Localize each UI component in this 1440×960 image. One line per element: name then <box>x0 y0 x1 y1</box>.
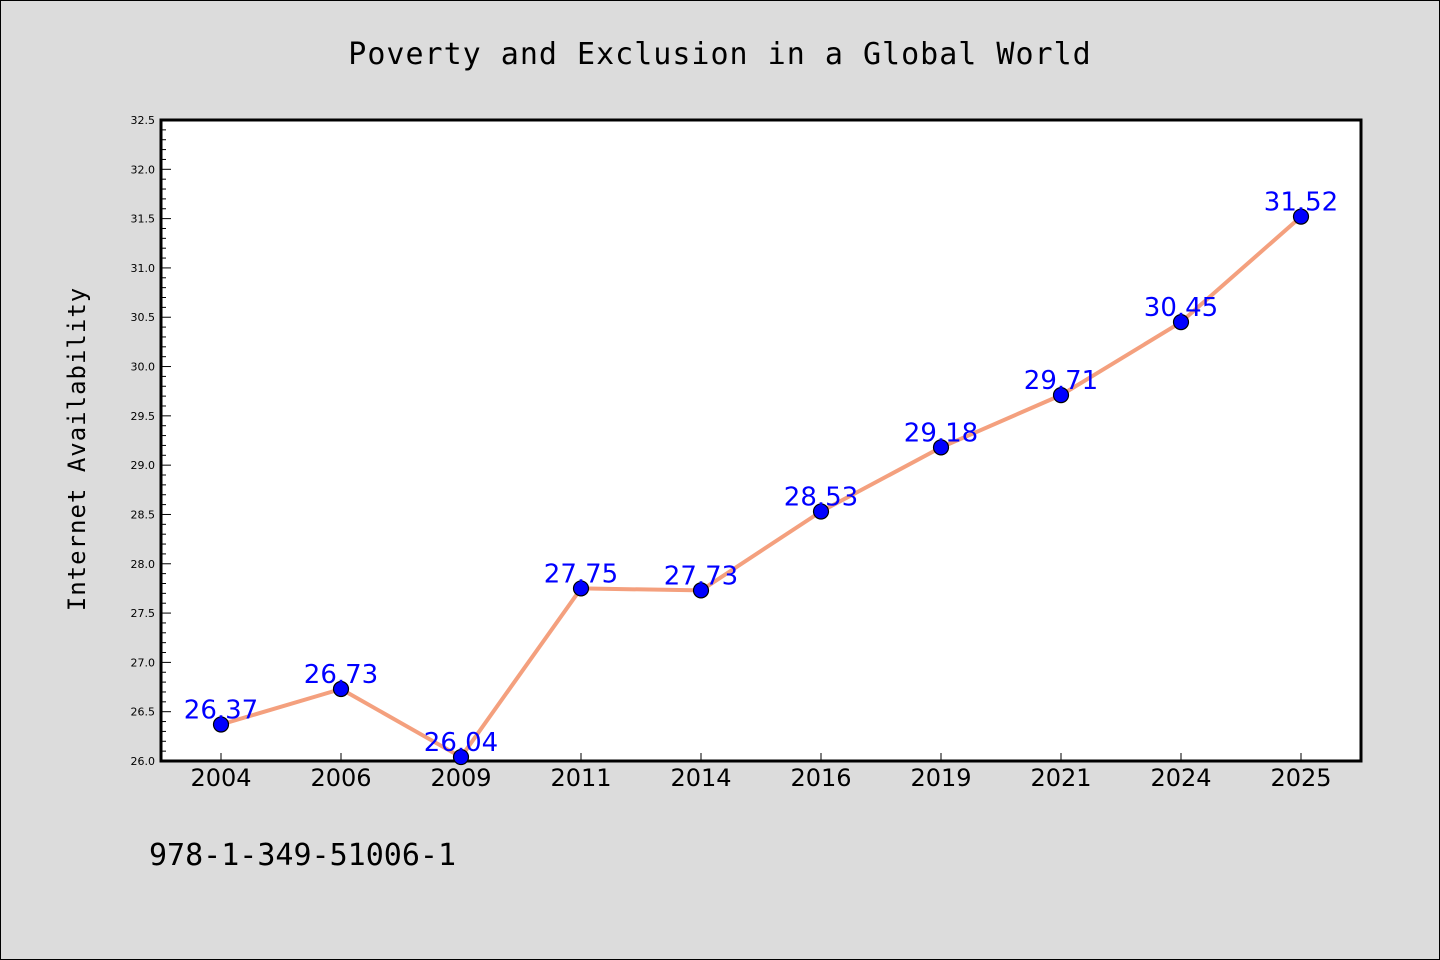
data-markers <box>212 208 1310 766</box>
y-tick-label: 30.0 <box>131 361 156 374</box>
data-point <box>572 580 590 597</box>
y-tick-label: 28.0 <box>131 558 156 571</box>
data-point <box>1052 387 1070 404</box>
data-point <box>932 439 950 456</box>
y-tick-label: 27.0 <box>131 656 156 669</box>
x-tick-label: 2014 <box>670 764 731 792</box>
y-tick-label: 26.5 <box>131 706 156 719</box>
series-line <box>219 214 1303 760</box>
data-labels: 26.37 26.73 26.04 27.75 27.73 28.53 29.18 29.71… <box>184 188 1338 758</box>
x-axis-ticks: 2004 2006 2009 2011 2014 2016 2019 2021 2024 2025 <box>190 753 1332 792</box>
data-point <box>332 680 350 698</box>
x-tick-label: 2024 <box>1150 764 1211 792</box>
data-label: 26.37 <box>184 696 258 726</box>
x-tick-label: 2021 <box>1030 764 1091 792</box>
data-point <box>812 503 830 520</box>
x-tick-label: 2006 <box>310 764 371 792</box>
x-tick-label: 2009 <box>430 764 491 792</box>
data-label: 27.73 <box>664 561 738 591</box>
y-tick-label: 32.0 <box>131 163 156 176</box>
data-point <box>692 582 710 599</box>
data-point <box>452 748 470 766</box>
y-tick-label: 29.5 <box>131 410 156 423</box>
data-point <box>1292 208 1310 225</box>
x-tick-label: 2025 <box>1270 764 1331 792</box>
data-label: 28.53 <box>784 483 858 513</box>
data-label: 26.73 <box>304 660 378 690</box>
data-point <box>1172 314 1190 331</box>
y-tick-label: 31.5 <box>131 213 156 226</box>
x-tick-label: 2011 <box>550 764 611 792</box>
plot-area <box>159 118 1363 763</box>
x-tick-label: 2016 <box>790 764 851 792</box>
data-label: 29.18 <box>904 418 978 448</box>
y-axis-label: Internet Availability <box>63 287 91 611</box>
y-tick-label: 29.0 <box>131 459 156 472</box>
y-tick-label: 31.0 <box>131 262 156 275</box>
y-tick-label: 27.5 <box>131 607 156 620</box>
data-label: 26.04 <box>424 728 498 758</box>
data-label: 27.75 <box>544 559 618 589</box>
x-tick-label: 2019 <box>910 764 971 792</box>
y-tick-label: 26.0 <box>131 755 156 768</box>
data-label: 30.45 <box>1144 293 1218 323</box>
chart-title: Poverty and Exclusion in a Global World <box>348 37 1091 72</box>
data-label: 29.71 <box>1024 366 1098 396</box>
data-point <box>212 716 230 733</box>
y-tick-label: 32.5 <box>131 114 156 127</box>
y-axis-ticks: 26.0 26.5 27.0 27.5 28.0 28.5 29.0 29.5 30.0 30.5… <box>131 114 171 768</box>
data-label: 31.52 <box>1264 188 1338 218</box>
y-tick-label: 30.5 <box>131 311 156 324</box>
x-tick-label: 2004 <box>190 764 251 792</box>
isbn-annotation: 978-1-349-51006-1 <box>149 838 456 873</box>
y-tick-label: 28.5 <box>131 508 156 521</box>
